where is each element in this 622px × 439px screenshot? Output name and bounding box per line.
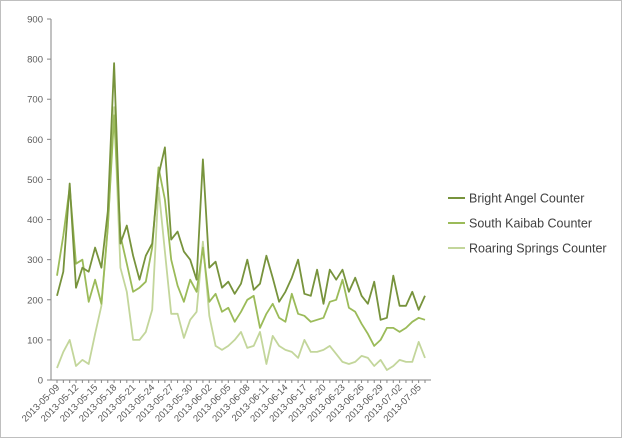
legend-label: Bright Angel Counter	[469, 192, 584, 206]
y-tick-label: 200	[27, 295, 43, 306]
x-axis-ticks: 2013-05-092013-05-122013-05-152013-05-18…	[20, 380, 426, 424]
y-tick-label: 100	[27, 335, 43, 346]
legend-label: South Kaibab Counter	[469, 217, 592, 231]
legend: Bright Angel Counter South Kaibab Counter…	[448, 192, 607, 256]
y-tick-label: 700	[27, 95, 43, 106]
series-line-2	[56, 106, 426, 371]
y-tick-label: 300	[27, 255, 43, 266]
y-tick-label: 500	[27, 175, 43, 186]
series-lines	[56, 62, 426, 371]
series-line-1	[56, 114, 426, 347]
y-tick-label: 0	[38, 376, 43, 387]
y-tick-label: 800	[27, 55, 43, 66]
y-tick-label: 900	[27, 15, 43, 26]
y-axis-ticks: 0 100 200 300 400 500 600 700 800 900	[27, 15, 51, 387]
y-tick-label: 400	[27, 215, 43, 226]
series-line-0	[56, 62, 426, 321]
y-tick-label: 600	[27, 135, 43, 146]
legend-label: Roaring Springs Counter	[469, 242, 607, 256]
